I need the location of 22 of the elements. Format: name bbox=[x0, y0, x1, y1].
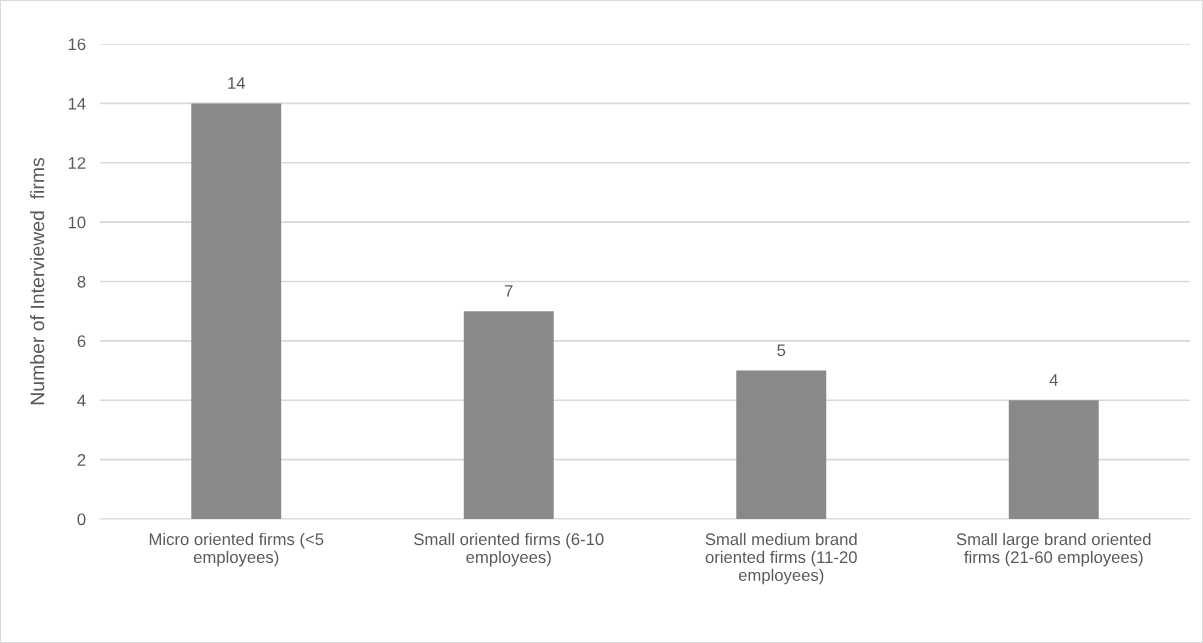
bar bbox=[736, 370, 827, 519]
data-label: 7 bbox=[504, 285, 513, 297]
data-label: 5 bbox=[777, 344, 786, 357]
y-axis-title: Number of Interviewed firms bbox=[30, 157, 45, 405]
y-tick-label: 6 bbox=[77, 335, 86, 348]
y-tick-label: 14 bbox=[68, 97, 86, 110]
data-label: 14 bbox=[228, 77, 246, 89]
y-tick-label: 10 bbox=[68, 216, 86, 229]
y-tick-label: 12 bbox=[68, 157, 86, 169]
bar bbox=[191, 103, 282, 519]
x-tick-label: Micro oriented firms (<5 employees) bbox=[149, 532, 324, 567]
bar bbox=[463, 311, 554, 519]
bar bbox=[1008, 400, 1099, 519]
y-tick-label: 0 bbox=[77, 513, 86, 526]
y-tick-label: 8 bbox=[77, 275, 86, 288]
x-tick-label: Small large brand oriented firms (21-60 employees) bbox=[956, 532, 1151, 567]
data-label: 4 bbox=[1049, 374, 1058, 386]
x-tick-label: Small oriented firms (6-10 employees) bbox=[414, 532, 604, 567]
x-tick-label: Small medium brand oriented firms (11-20 employees) bbox=[705, 532, 857, 585]
y-tick-label: 4 bbox=[77, 394, 86, 407]
y-tick-label: 16 bbox=[68, 38, 86, 51]
y-tick-label: 2 bbox=[77, 454, 86, 466]
